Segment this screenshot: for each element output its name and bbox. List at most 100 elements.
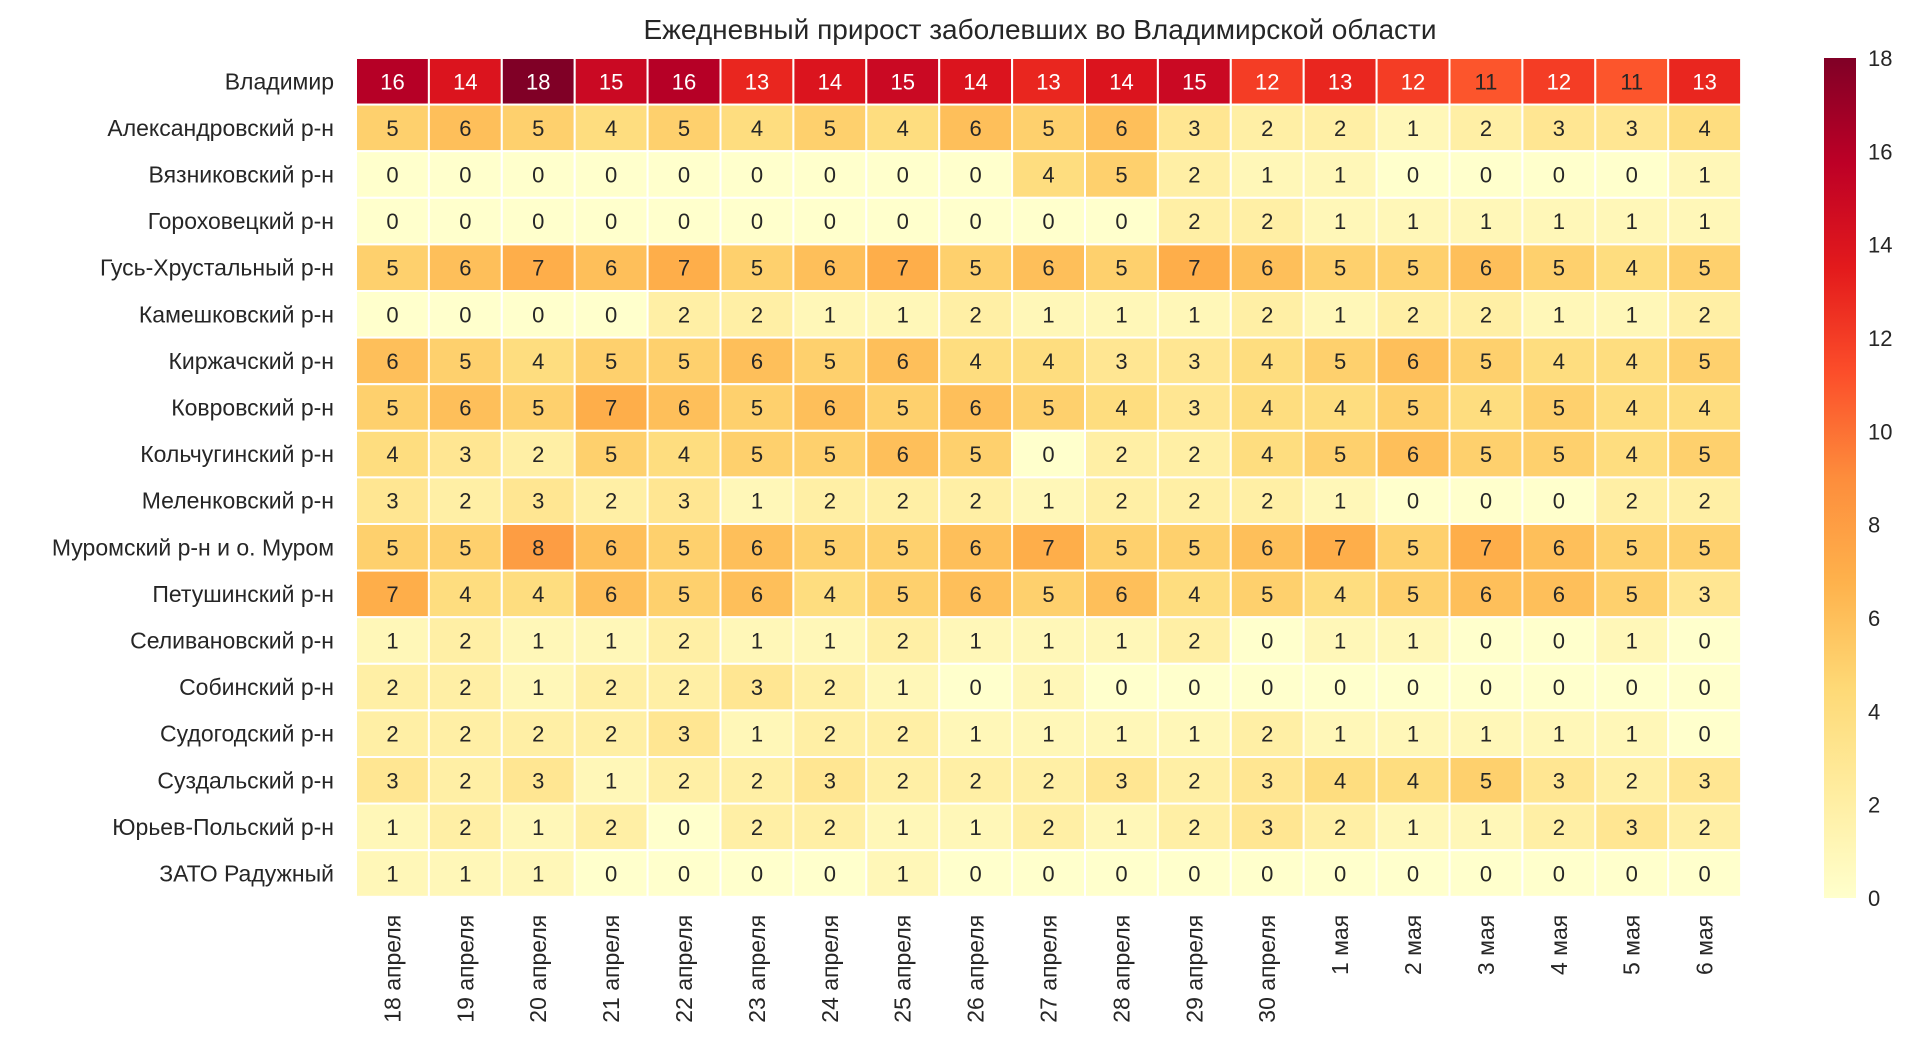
heatmap-cell (1667, 616, 1743, 665)
heatmap-cell (1375, 336, 1451, 386)
cell-value-label: 5 (1553, 396, 1565, 421)
cell-value-label: 14 (963, 69, 987, 94)
cell-value-label: 3 (1115, 349, 1127, 374)
cell-value-label: 1 (386, 862, 398, 887)
heatmap-cell (1667, 336, 1743, 386)
cell-value-label: 16 (380, 69, 404, 94)
cell-value-label: 6 (605, 535, 617, 560)
heatmap-cell (1011, 569, 1086, 619)
cell-value-label: 0 (1699, 862, 1711, 887)
cell-value-label: 1 (1188, 722, 1200, 747)
heatmap-cell (1156, 849, 1232, 898)
cell-value-label: 1 (532, 675, 544, 700)
cell-value-label: 2 (970, 302, 982, 327)
row-label: Меленковский р-н (142, 488, 334, 514)
heatmap-cell (646, 569, 722, 619)
cell-value-label: 2 (1699, 815, 1711, 840)
cell-value-label: 3 (1553, 768, 1565, 793)
heatmap-cell (573, 662, 649, 712)
heatmap-cell (1229, 662, 1305, 712)
heatmap-cell (792, 569, 868, 619)
heatmap-cell (938, 849, 1014, 898)
heatmap-cell (1084, 616, 1159, 665)
heatmap-cell (1156, 802, 1232, 852)
cell-value-label: 6 (824, 396, 836, 421)
colorbar-tick-label: 2 (1868, 793, 1880, 818)
cell-value-label: 2 (1042, 768, 1054, 793)
heatmap-cell (1375, 756, 1451, 805)
heatmap-cell (1667, 429, 1743, 479)
column-label: 30 апреля (1254, 915, 1280, 1023)
cell-value-label: 0 (1334, 675, 1346, 700)
heatmap-cell (1594, 849, 1670, 898)
heatmap-cell (1011, 196, 1086, 246)
cell-value-label: 2 (1188, 768, 1200, 793)
cell-value-label: 2 (824, 675, 836, 700)
heatmap-cell (1594, 662, 1670, 712)
cell-value-label: 1 (1407, 629, 1419, 654)
cell-value-label: 6 (970, 116, 982, 141)
cell-value-label: 5 (970, 442, 982, 467)
heatmap-cell (500, 756, 576, 805)
cell-value-label: 5 (459, 349, 471, 374)
heatmap-cell (938, 336, 1014, 386)
cell-value-label: 2 (1188, 209, 1200, 234)
cell-value-label: 5 (1334, 349, 1346, 374)
cell-value-label: 0 (1261, 675, 1273, 700)
column-label: 22 апреля (671, 915, 697, 1023)
column-label: 1 мая (1327, 915, 1353, 975)
heatmap-cell (355, 802, 430, 852)
cell-value-label: 2 (1480, 302, 1492, 327)
cell-value-label: 0 (1115, 209, 1127, 234)
cell-value-label: 0 (1115, 862, 1127, 887)
cell-value-label: 6 (1042, 256, 1054, 281)
heatmap-cell (865, 336, 941, 386)
cell-value-label: 4 (1626, 349, 1638, 374)
cell-value-label: 2 (1261, 209, 1273, 234)
cell-value-label: 5 (970, 256, 982, 281)
cell-value-label: 4 (1334, 396, 1346, 421)
heatmap-cell (792, 196, 868, 246)
cell-value-label: 0 (1407, 862, 1419, 887)
cell-value-label: 7 (532, 256, 544, 281)
cell-value-label: 1 (751, 722, 763, 747)
heatmap-cell (1156, 383, 1232, 432)
cell-value-label: 3 (824, 768, 836, 793)
cell-value-label: 5 (1699, 349, 1711, 374)
cell-value-label: 1 (1115, 815, 1127, 840)
heatmap-cell (1521, 290, 1597, 339)
cell-value-label: 0 (605, 302, 617, 327)
cell-value-label: 0 (897, 163, 909, 188)
heatmap-cell (427, 476, 503, 525)
cell-value-label: 2 (386, 722, 398, 747)
colorbar-tick-label: 6 (1868, 606, 1880, 631)
heatmap-cell (865, 802, 941, 852)
cell-value-label: 5 (1334, 256, 1346, 281)
heatmap-cell (1448, 57, 1524, 106)
heatmap-cell (792, 336, 868, 386)
column-label: 3 мая (1473, 915, 1499, 975)
cell-value-label: 5 (824, 535, 836, 560)
cell-value-label: 3 (1261, 815, 1273, 840)
heatmap-cell (1156, 709, 1232, 759)
heatmap-cell (1084, 476, 1159, 525)
cell-value-label: 2 (1115, 442, 1127, 467)
cell-value-label: 5 (386, 256, 398, 281)
heatmap-cell (865, 150, 941, 199)
cell-value-label: 1 (824, 629, 836, 654)
cell-value-label: 3 (1626, 815, 1638, 840)
heatmap-cell (500, 290, 576, 339)
cell-value-label: 2 (897, 489, 909, 514)
row-label: Камешковский р-н (139, 301, 334, 327)
cell-value-label: 15 (891, 69, 915, 94)
cell-value-label: 1 (1407, 722, 1419, 747)
cell-value-label: 13 (1328, 69, 1352, 94)
cell-value-label: 4 (1626, 256, 1638, 281)
cell-value-label: 1 (532, 815, 544, 840)
cell-value-label: 5 (897, 396, 909, 421)
cell-value-label: 6 (1553, 535, 1565, 560)
heatmap-cell (646, 523, 722, 572)
cell-value-label: 5 (751, 442, 763, 467)
row-label: Владимир (225, 68, 334, 94)
